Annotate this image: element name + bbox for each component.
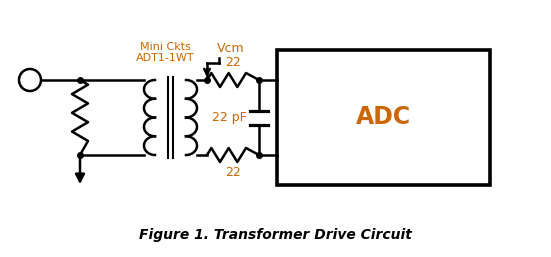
Bar [277,50,490,185]
Text: Vcm: Vcm [217,42,245,55]
Text: 22 pF: 22 pF [212,111,247,124]
Text: 22: 22 [225,166,241,179]
Text: ADC: ADC [356,106,411,130]
Text: ADT1-1WT: ADT1-1WT [136,53,195,63]
Text: Figure 1. Transformer Drive Circuit: Figure 1. Transformer Drive Circuit [138,228,412,242]
Text: 22: 22 [225,56,241,69]
Text: Mini Ckts: Mini Ckts [140,42,191,52]
